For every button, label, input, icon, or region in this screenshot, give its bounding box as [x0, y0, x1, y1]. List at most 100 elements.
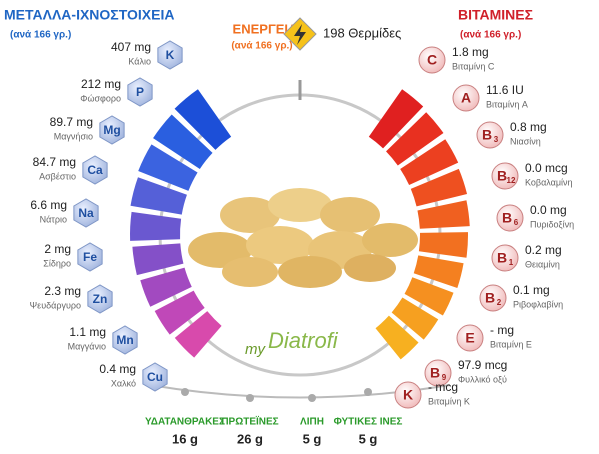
mineral-badge: [99, 115, 125, 145]
bolt: [294, 24, 306, 45]
mineral: Mn 1.1 mg Μαγγάνιο: [68, 325, 138, 355]
mineral-symbol: Cu: [147, 370, 163, 384]
macro-label: ΠΡΩΤΕΪΝΕΣ: [221, 415, 278, 428]
vitamin-bar: [386, 112, 444, 166]
mineral-bar: [130, 211, 182, 241]
mineral-badge: [82, 155, 108, 185]
vitamin-symbol: A: [461, 90, 471, 106]
vitamin-bar: [375, 315, 419, 360]
mineral-bar: [138, 144, 198, 191]
vitamin: A 11.6 IU Βιταμίνη A: [452, 83, 528, 112]
mineral-symbol: Ca: [87, 163, 103, 177]
mineral-badge: [157, 40, 183, 70]
mineral-symbol: Zn: [93, 292, 108, 306]
vitamin: B 9 97.9 mcg Φυλλικό οξύ: [424, 358, 507, 387]
vitamin-symbol: B: [497, 250, 507, 266]
vitamins-title: ΒΙΤΑΜΙΝΕΣ: [458, 7, 533, 23]
vitamin-amount: 0.8 mg: [510, 120, 547, 134]
vitamin-symbol: C: [427, 52, 437, 68]
mineral-bar: [130, 177, 187, 215]
vitamin-badge: [452, 84, 480, 112]
mineral-bar: [174, 311, 222, 358]
vitamin-symbol: E: [465, 330, 474, 346]
vitamin-badge: [496, 204, 524, 232]
energy-title: ΕΝΕΡΓΕΙΑ: [233, 21, 298, 36]
mineral-amount: 84.7 mg: [33, 155, 76, 169]
beans: [188, 188, 418, 288]
vitamin-name: Πυριδοξίνη: [530, 219, 574, 229]
vitamin-symbol: K: [403, 387, 413, 403]
vitamin-bar: [368, 89, 424, 149]
mineral-amount: 2.3 mg: [44, 284, 81, 298]
mineral-symbol: Mn: [116, 333, 133, 347]
vitamin-symbol: B: [482, 127, 492, 143]
mineral: Fe 2 mg Σίδηρο: [43, 242, 103, 272]
vitamin-subscript: 9: [442, 373, 447, 382]
mineral-amount: 407 mg: [111, 40, 151, 54]
vitamin-name: Κοβαλαμίνη: [525, 177, 573, 187]
mineral-name: Σίδηρο: [43, 258, 71, 268]
mineral-badge: [87, 284, 113, 314]
mineral-amount: 6.6 mg: [30, 198, 67, 212]
mineral: P 212 mg Φώσφορο: [80, 77, 153, 107]
vitamin-amount: 11.6 IU: [486, 83, 524, 97]
vitamin: E - mg Βιταμίνη E: [456, 323, 532, 352]
mineral-symbol: Fe: [83, 250, 97, 264]
vitamin-badge: [491, 162, 519, 190]
vitamin-name: Βιταμίνη C: [452, 61, 495, 71]
vitamin-badge: [418, 46, 446, 74]
vitamin-subscript: 2: [497, 298, 502, 307]
vitamin-name: Βιταμίνη E: [490, 339, 532, 349]
vitamin-bar: [391, 297, 439, 340]
vitamin-bar: [400, 139, 459, 186]
vitamin-symbol: B: [430, 365, 440, 381]
vitamin-subscript: 6: [514, 218, 519, 227]
mineral-badge: [142, 362, 168, 392]
vitamin-badge: [491, 244, 519, 272]
vitamins-subtitle: (ανά 166 γρ.): [460, 30, 521, 41]
mineral-bar: [153, 114, 213, 169]
macro-label: ΛΙΠΗ: [300, 417, 324, 428]
mineral-name: Ψευδάργυρο: [30, 300, 81, 310]
mineral-name: Κάλιο: [128, 56, 151, 66]
vitamin-subscript: 3: [494, 135, 499, 144]
mineral-name: Μαγνήσιο: [54, 131, 93, 141]
mineral-symbol: Mg: [103, 123, 120, 137]
vitamin-amount: 0.0 mcg: [525, 161, 568, 175]
vitamin-badge: [479, 284, 507, 312]
vitamin-amount: - mg: [490, 323, 514, 337]
mineral: Mg 89.7 mg Μαγνήσιο: [50, 115, 125, 145]
mineral: Ca 84.7 mg Ασβέστιο: [33, 155, 108, 185]
mineral-name: Χαλκό: [111, 378, 136, 388]
logo-prefix: my: [245, 341, 266, 358]
mineral-amount: 212 mg: [81, 77, 121, 91]
vitamin-amount: 0.0 mg: [530, 203, 567, 217]
vitamin: C 1.8 mg Βιταμίνη C: [418, 45, 495, 74]
mineral-symbol: Na: [78, 206, 94, 220]
mineral-name: Φώσφορο: [80, 93, 121, 103]
energy-subtitle: (ανά 166 γρ.): [231, 41, 292, 52]
vitamin-amount: 0.1 mg: [513, 283, 550, 297]
macro-value: 26 g: [237, 431, 263, 446]
vitamin-bar: [413, 255, 464, 288]
mineral-badge: [73, 198, 99, 228]
vitamin-badge: [456, 324, 484, 352]
vitamin-badge: [394, 381, 422, 409]
minerals-title: ΜΕΤΑΛΛΑ-ΙΧΝΟΣΤΟΙΧΕΙΑ: [4, 7, 174, 23]
mineral-name: Νάτριο: [40, 214, 67, 224]
vitamin: B 1 0.2 mg Θειαμίνη: [491, 243, 562, 272]
macro-label: ΦΥΤΙΚΕΣ ΙΝΕΣ: [334, 417, 403, 428]
vitamin-badge: [476, 121, 504, 149]
vitamin-bar: [417, 200, 470, 229]
vitamin-symbol: B: [497, 168, 507, 184]
mineral-bar: [154, 290, 205, 335]
mineral-name: Μαγγάνιο: [68, 341, 106, 351]
mineral-amount: 89.7 mg: [50, 115, 93, 129]
mineral-symbol: K: [166, 48, 175, 62]
logo-name: Diatrofi: [268, 328, 339, 353]
vitamin-symbol: B: [485, 290, 495, 306]
vitamin-badge: [424, 359, 452, 387]
vitamin: B 2 0.1 mg Ριβοφλαβίνη: [479, 283, 563, 312]
macro-dot: [308, 394, 316, 402]
mineral: Cu 0.4 mg Χαλκό: [99, 362, 168, 392]
